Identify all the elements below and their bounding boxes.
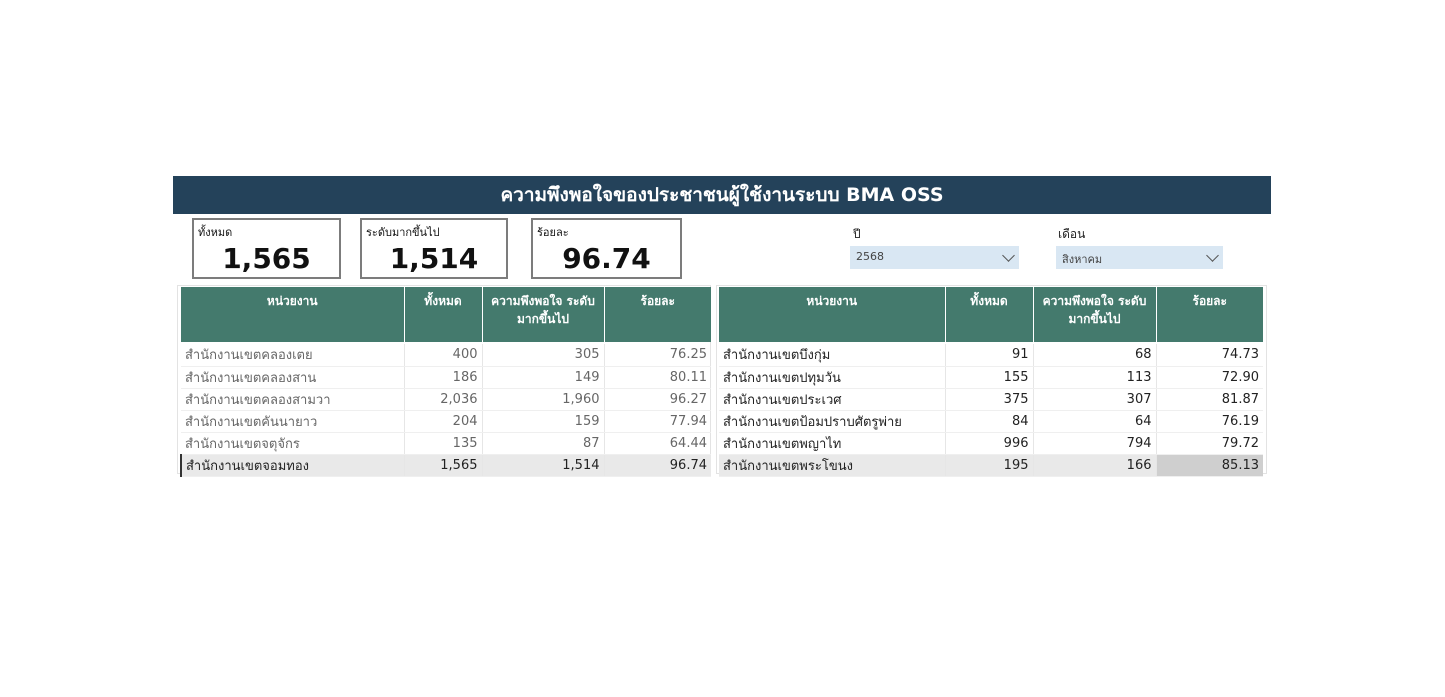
cell-unit: สำนักงานเขตบึงกุ่ม: [719, 344, 946, 367]
cell-satisfied: 113: [1033, 366, 1157, 389]
cell-percent: 64.44: [604, 432, 711, 455]
cell-satisfied: 68: [1033, 344, 1157, 367]
cell-total: 195: [945, 454, 1034, 477]
cell-percent: 72.90: [1156, 366, 1263, 389]
cell-total: 204: [404, 410, 483, 433]
table-row-selected[interactable]: สำนักงานเขตจอมทอง 1,565 1,514 96.74: [180, 454, 711, 477]
cell-unit: สำนักงานเขตป้อมปราบศัตรูพ่าย: [719, 410, 946, 433]
cell-total: 135: [404, 432, 483, 455]
table-row[interactable]: สำนักงานเขตคลองเตย 400 305 76.25: [181, 344, 711, 367]
table-row[interactable]: สำนักงานเขตบึงกุ่ม 91 68 74.73: [719, 344, 1263, 367]
column-header-unit[interactable]: หน่วยงาน: [719, 287, 946, 342]
cell-total: 1,565: [404, 454, 483, 477]
cell-total: 375: [945, 388, 1034, 411]
kpi-label: ร้อยละ: [537, 226, 569, 239]
table-row[interactable]: สำนักงานเขตประเวศ 375 307 81.87: [719, 388, 1263, 411]
cell-total: 155: [945, 366, 1034, 389]
district-table-right: หน่วยงาน ทั้งหมด ความพึงพอใจ ระดับมากขึ้…: [716, 285, 1267, 477]
cell-unit: สำนักงานเขตประเวศ: [719, 388, 946, 411]
cell-satisfied: 1,960: [482, 388, 605, 411]
kpi-card-satisfied: ระดับมากขึ้นไป 1,514: [360, 218, 508, 279]
cell-unit: สำนักงานเขตปทุมวัน: [719, 366, 946, 389]
chevron-down-icon: [1206, 249, 1219, 262]
year-dropdown[interactable]: 2568: [850, 246, 1019, 269]
cell-total: 186: [404, 366, 483, 389]
cell-satisfied: 64: [1033, 410, 1157, 433]
cell-satisfied: 87: [482, 432, 605, 455]
year-dropdown-value: 2568: [856, 250, 884, 263]
table-row[interactable]: สำนักงานเขตจตุจักร 135 87 64.44: [181, 432, 711, 455]
cell-unit: สำนักงานเขตพญาไท: [719, 432, 946, 455]
column-header-percent[interactable]: ร้อยละ: [1156, 287, 1263, 342]
kpi-label: ทั้งหมด: [198, 226, 233, 239]
cell-total: 84: [945, 410, 1034, 433]
cell-satisfied: 166: [1033, 454, 1157, 477]
kpi-label: ระดับมากขึ้นไป: [366, 226, 440, 239]
table-row[interactable]: สำนักงานเขตคลองสามวา 2,036 1,960 96.27: [181, 388, 711, 411]
cell-satisfied: 1,514: [482, 454, 605, 477]
cell-percent: 96.74: [604, 454, 711, 477]
cell-unit: สำนักงานเขตคันนายาว: [181, 410, 405, 433]
cell-unit: สำนักงานเขตคลองเตย: [181, 344, 405, 367]
table-row[interactable]: สำนักงานเขตพญาไท 996 794 79.72: [719, 432, 1263, 455]
kpi-value: 1,514: [389, 242, 479, 275]
cell-satisfied: 159: [482, 410, 605, 433]
table-row[interactable]: สำนักงานเขตปทุมวัน 155 113 72.90: [719, 366, 1263, 389]
column-header-satisfied[interactable]: ความพึงพอใจ ระดับมากขึ้นไป: [482, 287, 605, 342]
cell-percent: 85.13: [1156, 454, 1263, 477]
cell-percent: 76.19: [1156, 410, 1263, 433]
report-title: ความพึงพอใจของประชาชนผู้ใช้งานระบบ BMA O…: [500, 184, 944, 206]
cell-percent: 76.25: [604, 344, 711, 367]
column-header-total[interactable]: ทั้งหมด: [945, 287, 1034, 342]
kpi-value: 1,565: [222, 242, 311, 275]
kpi-card-total: ทั้งหมด 1,565: [192, 218, 341, 279]
cell-satisfied: 305: [482, 344, 605, 367]
table-row[interactable]: สำนักงานเขตคันนายาว 204 159 77.94: [181, 410, 711, 433]
column-header-total[interactable]: ทั้งหมด: [404, 287, 483, 342]
table-row[interactable]: สำนักงานเขตป้อมปราบศัตรูพ่าย 84 64 76.19: [719, 410, 1263, 433]
table-row[interactable]: สำนักงานเขตคลองสาน 186 149 80.11: [181, 366, 711, 389]
cell-unit: สำนักงานเขตพระโขนง: [719, 454, 946, 477]
year-filter-label: ปี: [853, 227, 861, 241]
cell-total: 2,036: [404, 388, 483, 411]
cell-total: 996: [945, 432, 1034, 455]
cell-unit: สำนักงานเขตคลองสาน: [181, 366, 405, 389]
report-title-banner: ความพึงพอใจของประชาชนผู้ใช้งานระบบ BMA O…: [173, 176, 1271, 214]
chevron-down-icon: [1002, 249, 1015, 262]
column-header-satisfied[interactable]: ความพึงพอใจ ระดับมากขึ้นไป: [1033, 287, 1157, 342]
cell-unit: สำนักงานเขตจอมทอง: [180, 454, 405, 477]
cell-unit: สำนักงานเขตจตุจักร: [181, 432, 405, 455]
table-row-selected[interactable]: สำนักงานเขตพระโขนง 195 166 85.13: [719, 454, 1263, 477]
cell-percent: 80.11: [604, 366, 711, 389]
column-header-unit[interactable]: หน่วยงาน: [181, 287, 405, 342]
month-filter-label: เดือน: [1058, 227, 1086, 241]
cell-satisfied: 149: [482, 366, 605, 389]
cell-total: 400: [404, 344, 483, 367]
kpi-value: 96.74: [562, 242, 651, 275]
kpi-card-percent: ร้อยละ 96.74: [531, 218, 682, 279]
cell-percent: 81.87: [1156, 388, 1263, 411]
district-table-left: หน่วยงาน ทั้งหมด ความพึงพอใจ ระดับมากขึ้…: [177, 285, 711, 477]
column-header-percent[interactable]: ร้อยละ: [604, 287, 711, 342]
month-dropdown-value: สิงหาคม: [1062, 253, 1103, 266]
cell-unit: สำนักงานเขตคลองสามวา: [181, 388, 405, 411]
month-dropdown[interactable]: สิงหาคม: [1056, 246, 1223, 269]
cell-satisfied: 794: [1033, 432, 1157, 455]
cell-percent: 77.94: [604, 410, 711, 433]
cell-percent: 74.73: [1156, 344, 1263, 367]
cell-satisfied: 307: [1033, 388, 1157, 411]
cell-percent: 79.72: [1156, 432, 1263, 455]
cell-total: 91: [945, 344, 1034, 367]
cell-percent: 96.27: [604, 388, 711, 411]
